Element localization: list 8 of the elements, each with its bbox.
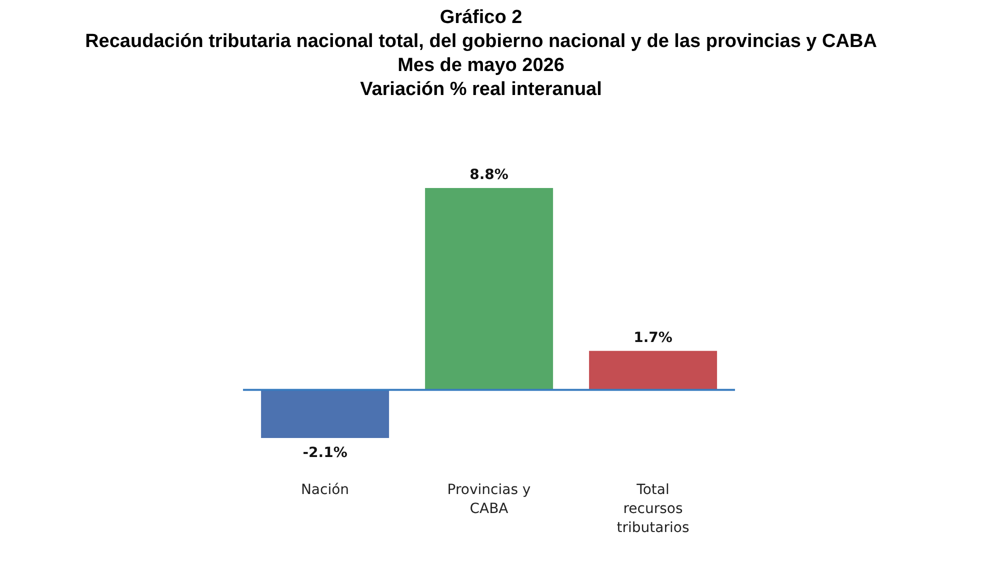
data-label: -2.1% xyxy=(302,445,348,461)
data-label: 1.7% xyxy=(634,330,672,346)
chart-title: Gráfico 2 xyxy=(438,6,524,30)
x-tick-label: Provincias y CABA xyxy=(447,482,531,517)
chart-subtitle: Recaudación tributaria nacional total, del gobierno nacional y de las provincias y CABA Mes de mayo 2026 Variación % real interanual xyxy=(84,30,878,102)
data-label: 8.8% xyxy=(470,167,508,183)
x-tick-label: Total recursos tributarios xyxy=(616,482,690,536)
x-tick-label: Nación xyxy=(300,482,350,498)
